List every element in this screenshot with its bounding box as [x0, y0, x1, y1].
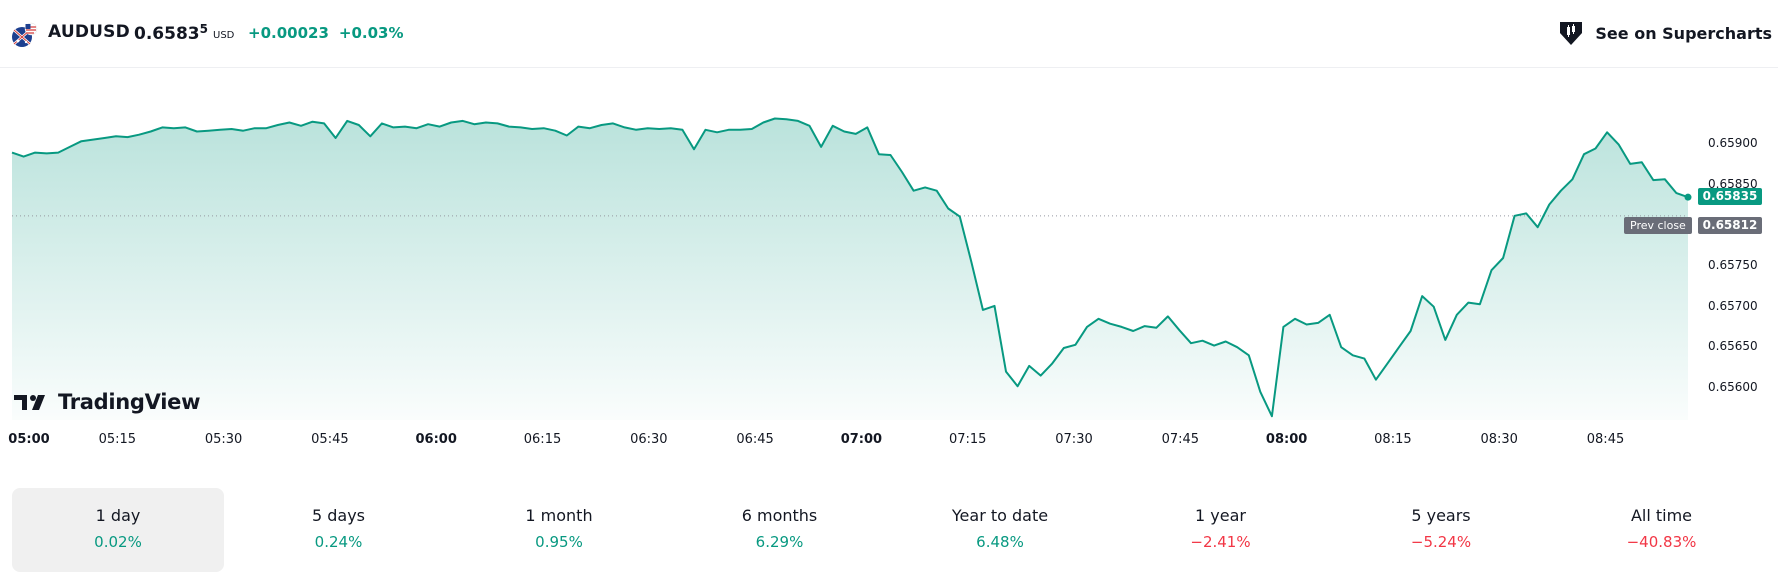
tradingview-logo-text: TradingView — [58, 390, 201, 414]
time-axis: 05:00 05:15 05:30 05:45 06:00 06:15 06:30 06:45… — [0, 432, 1778, 452]
price-area-fill — [12, 118, 1688, 420]
range-1-month[interactable]: 1 month 0.95% — [453, 488, 665, 572]
time-axis-tick: 05:15 — [98, 432, 137, 447]
price-axis-tick: 0.65650 — [1708, 339, 1758, 354]
australia-us-flag-icon — [12, 22, 38, 47]
last-price-tag: 0.65835 — [1698, 188, 1762, 206]
range-1-day[interactable]: 1 day 0.02% — [12, 488, 224, 572]
price-chart[interactable] — [0, 68, 1778, 430]
time-axis-tick: 08:45 — [1586, 432, 1625, 447]
last-price-fraction: 5 — [199, 22, 208, 36]
time-axis-tick: 06:30 — [630, 432, 668, 447]
range-change: 0.95% — [535, 533, 583, 551]
price-change: +0.00023 +0.03% — [248, 24, 414, 42]
range-change: 0.02% — [94, 533, 142, 551]
time-axis-tick: 05:45 — [311, 432, 349, 447]
see-on-supercharts-link[interactable]: See on Supercharts — [1557, 18, 1772, 48]
supercharts-label: See on Supercharts — [1595, 23, 1772, 43]
time-axis-tick: 07:15 — [948, 432, 987, 447]
range-6-months[interactable]: 6 months 6.29% — [674, 488, 886, 572]
range-change: 6.48% — [976, 533, 1024, 551]
range-1-year[interactable]: 1 year −2.41% — [1115, 488, 1327, 572]
currency-label: USD — [213, 30, 235, 41]
time-axis-tick: 08:30 — [1480, 432, 1518, 447]
range-change: −40.83% — [1626, 533, 1697, 551]
last-price-main: 0.6583 — [134, 24, 200, 44]
range-5-days[interactable]: 5 days 0.24% — [233, 488, 445, 572]
price-axis-tick: 0.65600 — [1708, 379, 1758, 394]
range-label: Year to date — [951, 506, 1049, 525]
time-axis-tick: 05:30 — [204, 432, 243, 447]
range-label: 1 day — [95, 506, 141, 525]
price-axis-tick: 0.65850 — [1708, 177, 1758, 191]
range-label: 1 month — [525, 506, 593, 525]
range-change: −2.41% — [1190, 533, 1251, 551]
range-label: 1 year — [1195, 506, 1246, 525]
range-change: 0.24% — [314, 533, 363, 551]
symbol-header: AUDUSD 0.65835 USD +0.00023 +0.03% See on… — [0, 0, 1778, 68]
range-change: 6.29% — [755, 533, 804, 551]
time-axis-tick: 07:30 — [1055, 432, 1093, 447]
range-label: 6 months — [741, 506, 818, 525]
range-label: 5 years — [1411, 506, 1471, 525]
price-axis-tick: 0.65750 — [1708, 258, 1758, 273]
time-axis-tick: 08:00 — [1265, 432, 1308, 447]
prev-close-label: Prev close — [1624, 216, 1692, 234]
time-axis-tick: 08:15 — [1374, 432, 1412, 447]
time-axis-tick: 07:00 — [840, 432, 883, 447]
change-percent: +0.03% — [338, 24, 404, 42]
price-line — [11, 117, 1689, 418]
last-price: 0.65835 — [134, 22, 208, 44]
tradingview-logo: TradingView — [14, 390, 200, 414]
time-axis-tick: 06:00 — [415, 432, 457, 447]
prev-close-tag: 0.65812 — [1698, 216, 1762, 234]
time-axis-tick: 05:00 — [8, 432, 50, 447]
time-axis-tick: 07:45 — [1161, 432, 1200, 447]
range-label: 5 days — [311, 506, 366, 525]
tradingview-logo-icon — [14, 395, 45, 410]
last-price-dot — [1684, 193, 1692, 201]
price-axis-tick: 0.65700 — [1708, 298, 1758, 313]
range-5-years[interactable]: 5 years −5.24% — [1335, 488, 1547, 572]
change-absolute: +0.00023 — [248, 24, 329, 42]
range-year-to-date[interactable]: Year to date 6.48% — [894, 488, 1106, 572]
time-axis-tick: 06:15 — [523, 432, 562, 447]
symbol-name[interactable]: AUDUSD — [48, 22, 130, 42]
range-change: −5.24% — [1410, 533, 1472, 551]
range-all-time[interactable]: All time −40.83% — [1556, 488, 1768, 572]
range-selector: 1 day 0.02% 5 days 0.24% 1 month 0.95% 6 month… — [12, 488, 1768, 572]
price-axis-tick: 0.65900 — [1708, 136, 1758, 151]
time-axis-tick: 06:45 — [736, 432, 774, 447]
range-label: All time — [1630, 506, 1693, 525]
supercharts-icon — [1560, 22, 1583, 45]
